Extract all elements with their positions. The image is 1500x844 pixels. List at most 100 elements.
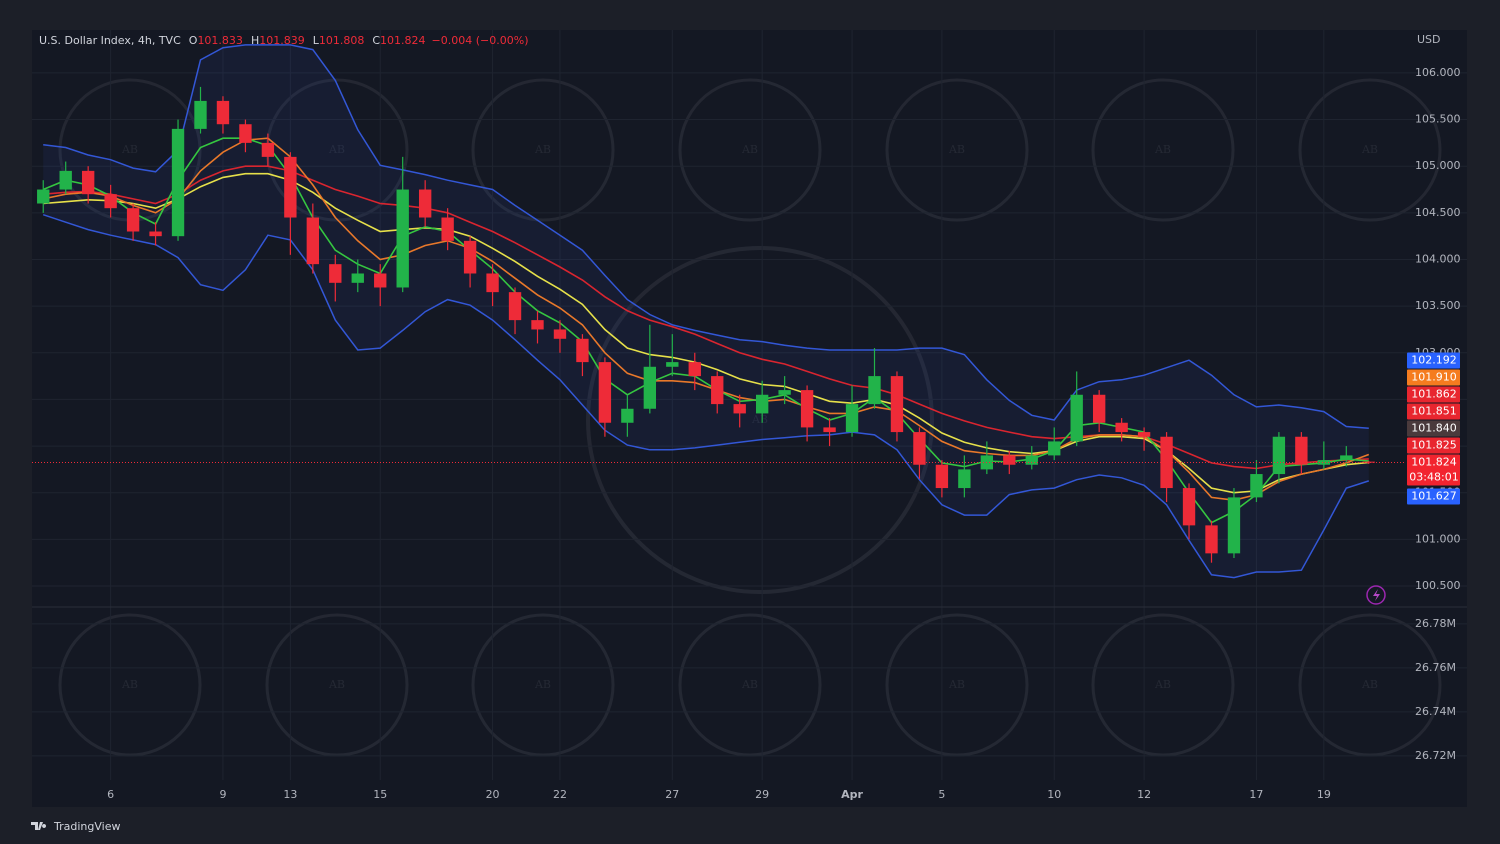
countdown: 03:48:01	[1409, 470, 1458, 483]
candle-body	[1272, 436, 1286, 475]
candle-body	[351, 273, 364, 283]
candle-body	[59, 170, 72, 190]
candle-body	[890, 376, 904, 433]
x-tick-label: 10	[1047, 788, 1061, 801]
price-label-box	[1407, 420, 1460, 437]
price-label-box	[1407, 369, 1460, 386]
price-label-box	[1407, 403, 1460, 420]
y-tick-label: 101.000	[1415, 532, 1461, 545]
candle-body	[1205, 525, 1218, 554]
price-label-box	[1407, 352, 1460, 369]
watermark-ring	[265, 613, 409, 757]
x-tick-label: 15	[373, 788, 387, 801]
candle-body	[823, 427, 836, 433]
candle-body	[194, 100, 207, 129]
watermark-ring	[1091, 613, 1235, 757]
candle-body	[1182, 488, 1196, 526]
candle-body	[868, 376, 881, 405]
band-lower	[42, 213, 1370, 579]
watermark-text: AB	[751, 413, 768, 426]
y-tick-label: 104.000	[1415, 252, 1461, 265]
watermark-text: AB	[121, 143, 138, 156]
watermark-text: AB	[741, 143, 758, 156]
candle-body	[666, 362, 679, 367]
x-tick-label: 20	[486, 788, 500, 801]
candle-body	[643, 366, 657, 409]
candle-body	[958, 469, 971, 489]
symbol: U.S. Dollar Index, 4h, TVC	[39, 34, 181, 47]
x-tick-label: 5	[938, 788, 945, 801]
price-label: 101.825	[1411, 438, 1457, 451]
candle-body	[1250, 474, 1263, 498]
candle-body	[1003, 455, 1016, 465]
candle-body	[463, 240, 477, 274]
y-tick-label: 105.000	[1415, 159, 1461, 172]
watermark-text: AB	[1361, 678, 1378, 691]
x-tick-label: Apr	[841, 788, 863, 801]
candle-body	[1362, 461, 1375, 463]
price-label-box	[1407, 437, 1460, 454]
candle-body	[845, 404, 859, 433]
candle-body	[104, 194, 117, 209]
x-tick-label: 13	[283, 788, 297, 801]
ohlc-key: H	[251, 34, 259, 47]
watermark-text: AB	[948, 143, 965, 156]
candle-body	[1340, 455, 1353, 461]
candle-body	[216, 100, 230, 125]
band-upper	[43, 44, 1369, 429]
watermark-text: AB	[121, 678, 138, 691]
candle-body	[1227, 497, 1241, 554]
candle-body	[149, 231, 162, 237]
legend-header: U.S. Dollar Index, 4h, TVC O101.833 H101.8…	[39, 34, 529, 47]
y-tick-label: 26.78M	[1415, 617, 1456, 630]
x-tick-label: 27	[665, 788, 679, 801]
candle-body	[1092, 394, 1106, 423]
candle-body	[418, 189, 432, 218]
x-tick-label: 6	[107, 788, 114, 801]
candle-body	[800, 390, 814, 428]
candle-body	[688, 362, 701, 377]
price-label: 101.840	[1411, 421, 1457, 434]
watermark-text: AB	[534, 143, 551, 156]
candle-body	[711, 376, 724, 405]
ohlc-key: L	[313, 34, 320, 47]
watermark-ring	[58, 613, 202, 757]
candle-body	[733, 404, 746, 414]
ohlc-key: C	[372, 34, 380, 47]
candle-body	[508, 292, 522, 321]
price-label: 101.824	[1411, 455, 1457, 468]
y-tick-label: 26.76M	[1415, 661, 1456, 674]
ohlc-value: 101.824	[380, 34, 426, 47]
x-tick-label: 29	[755, 788, 769, 801]
candle-body	[1070, 394, 1083, 442]
price-label: 101.851	[1411, 404, 1457, 417]
candle-body	[441, 217, 454, 241]
watermark-ring	[471, 613, 615, 757]
candle-body	[486, 273, 499, 293]
candle-body	[913, 432, 926, 465]
ohlc-key: O	[189, 34, 198, 47]
candle-body	[553, 329, 567, 339]
candle-body	[621, 408, 634, 423]
alert-bolt	[1373, 589, 1380, 601]
candle-body	[329, 264, 342, 283]
y-tick-label: 105.500	[1415, 113, 1461, 126]
watermark-text: AB	[1154, 678, 1171, 691]
candle-body	[261, 142, 275, 157]
alert-icon[interactable]	[1366, 585, 1386, 605]
y-tick-label: 106.000	[1415, 66, 1461, 79]
watermark-ring	[678, 78, 822, 222]
chart-area	[32, 30, 1467, 807]
candle-body	[1295, 436, 1308, 465]
candle-body	[306, 217, 320, 265]
x-tick-label: 19	[1317, 788, 1331, 801]
ohlc-value: 101.808	[319, 34, 365, 47]
candle-body	[1317, 460, 1331, 465]
candle-body	[1048, 441, 1061, 456]
x-tick-label: 22	[553, 788, 567, 801]
brand-name: TradingView	[53, 820, 120, 833]
y-tick-label: 103.500	[1415, 299, 1461, 312]
watermark-text: AB	[328, 143, 345, 156]
candle-body	[126, 208, 140, 232]
moving-average	[43, 172, 1369, 494]
